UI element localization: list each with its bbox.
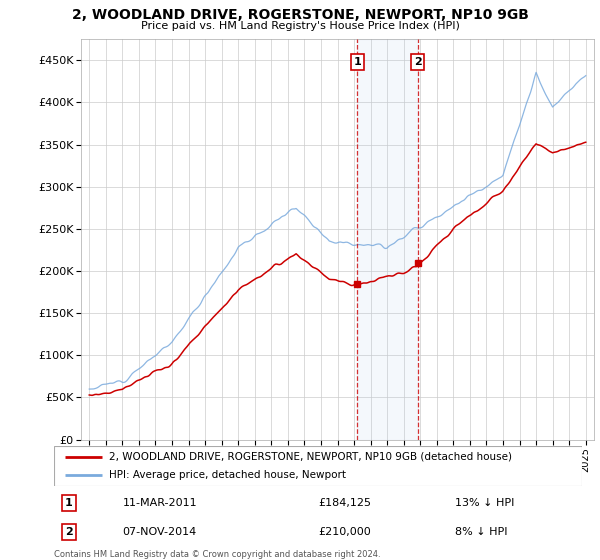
- Text: 2, WOODLAND DRIVE, ROGERSTONE, NEWPORT, NP10 9GB: 2, WOODLAND DRIVE, ROGERSTONE, NEWPORT, …: [71, 8, 529, 22]
- Text: 11-MAR-2011: 11-MAR-2011: [122, 498, 197, 508]
- Text: 2: 2: [65, 527, 73, 537]
- Text: 8% ↓ HPI: 8% ↓ HPI: [455, 527, 508, 537]
- Text: Price paid vs. HM Land Registry's House Price Index (HPI): Price paid vs. HM Land Registry's House …: [140, 21, 460, 31]
- Text: Contains HM Land Registry data © Crown copyright and database right 2024.
This d: Contains HM Land Registry data © Crown c…: [54, 550, 380, 560]
- Text: £210,000: £210,000: [318, 527, 371, 537]
- Text: 2, WOODLAND DRIVE, ROGERSTONE, NEWPORT, NP10 9GB (detached house): 2, WOODLAND DRIVE, ROGERSTONE, NEWPORT, …: [109, 452, 512, 461]
- Text: 13% ↓ HPI: 13% ↓ HPI: [455, 498, 515, 508]
- Text: £184,125: £184,125: [318, 498, 371, 508]
- Text: 2: 2: [414, 57, 422, 67]
- Text: 1: 1: [65, 498, 73, 508]
- Text: HPI: Average price, detached house, Newport: HPI: Average price, detached house, Newp…: [109, 470, 346, 480]
- Text: 1: 1: [353, 57, 361, 67]
- Bar: [357, 39, 418, 440]
- Text: 07-NOV-2014: 07-NOV-2014: [122, 527, 197, 537]
